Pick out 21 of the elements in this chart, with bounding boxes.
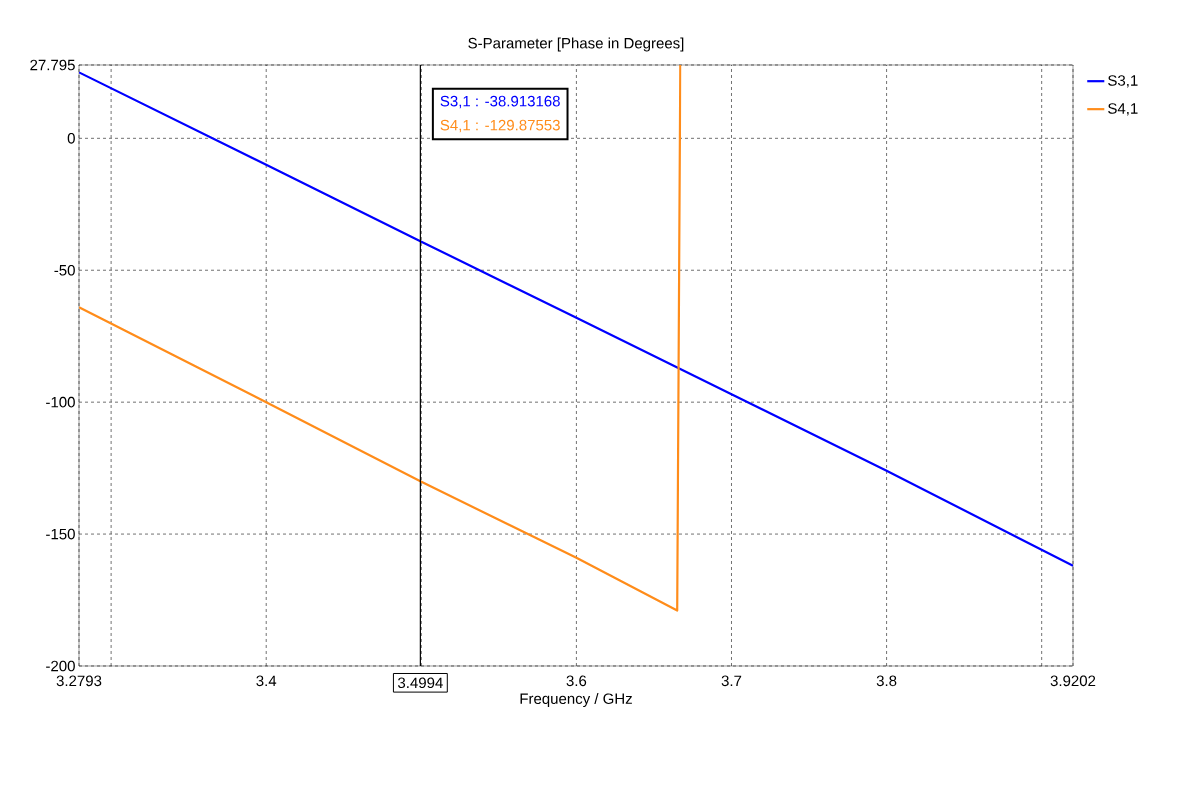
ref-line-label: 3.4994 (398, 677, 443, 689)
y-tick-label: -100 (46, 396, 75, 408)
line-series (79, 71, 1073, 567)
y-tick-label: -200 (46, 660, 75, 672)
x-tick-label: 3.2793 (56, 675, 102, 687)
x-tick-label: 3.9202 (1050, 675, 1096, 687)
x-tick-label: 3.7 (721, 675, 742, 687)
legend-label: S4,1 (1108, 103, 1138, 116)
y-tick-label: 27.795 (30, 59, 75, 71)
annotation: S3,1 : -38.913168 (440, 95, 560, 109)
x-axis-title: Frequency / GHz (520, 693, 632, 707)
line-series (79, 64, 682, 612)
chart-title: S-Parameter [Phase in Degrees] (468, 37, 684, 52)
x-tick-label: 3.8 (876, 675, 897, 687)
y-tick-label: -150 (46, 528, 75, 540)
x-tick-label: 3.4 (256, 675, 277, 687)
y-tick-label: 0 (67, 133, 75, 144)
x-tick-label: 3.6 (566, 675, 587, 687)
annotation: S4,1 : -129.87553 (440, 119, 560, 133)
y-tick-label: -50 (54, 264, 75, 276)
legend-label: S3,1 (1108, 75, 1138, 88)
